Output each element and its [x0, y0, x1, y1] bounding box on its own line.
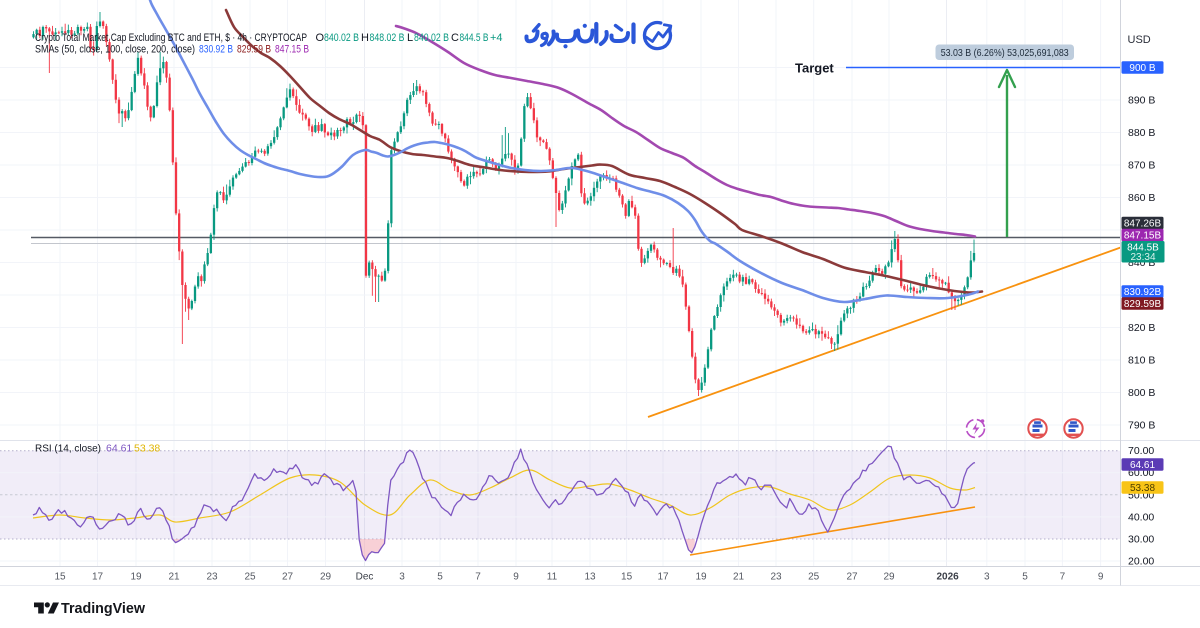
svg-text:53.38: 53.38	[1130, 483, 1155, 494]
svg-text:27: 27	[846, 572, 858, 583]
svg-text:830.92 B: 830.92 B	[199, 44, 233, 56]
svg-text:820 B: 820 B	[1128, 322, 1155, 334]
svg-text:40.00: 40.00	[1128, 511, 1154, 523]
svg-text:USD: USD	[1128, 34, 1151, 46]
svg-text:19: 19	[130, 572, 142, 583]
svg-text:844.5B: 844.5B	[1127, 243, 1159, 254]
svg-text:23: 23	[206, 572, 218, 583]
svg-text:880 B: 880 B	[1128, 127, 1155, 139]
svg-text:70.00: 70.00	[1128, 445, 1154, 457]
svg-text:860 B: 860 B	[1128, 192, 1155, 204]
svg-text:53.03 B (6.26%) 53,025,691,083: 53.03 B (6.26%) 53,025,691,083	[941, 47, 1069, 59]
svg-text:RSI (14, close): RSI (14, close)	[35, 443, 101, 455]
svg-text:53.38: 53.38	[134, 443, 160, 455]
svg-text:830.92B: 830.92B	[1124, 287, 1162, 298]
svg-text:SMAs (50, close, 100, close, 2: SMAs (50, close, 100, close, 200, close)	[35, 44, 195, 56]
svg-text:870 B: 870 B	[1128, 160, 1155, 172]
svg-text:17: 17	[657, 572, 669, 583]
svg-text:15: 15	[54, 572, 66, 583]
svg-text:25: 25	[808, 572, 820, 583]
svg-text:829.59 B: 829.59 B	[237, 44, 271, 56]
svg-text:19: 19	[695, 572, 707, 583]
svg-text:800 B: 800 B	[1128, 387, 1155, 399]
svg-text:23:34: 23:34	[1130, 252, 1155, 263]
svg-text:Target: Target	[795, 61, 834, 76]
svg-text:847.26B: 847.26B	[1124, 219, 1162, 230]
svg-text:9: 9	[1098, 572, 1104, 583]
svg-text:5: 5	[437, 572, 443, 583]
svg-text:21: 21	[168, 572, 180, 583]
svg-text:29: 29	[320, 572, 332, 583]
svg-text:25: 25	[244, 572, 256, 583]
svg-text:847.15B: 847.15B	[1124, 231, 1162, 242]
svg-text:23: 23	[770, 572, 782, 583]
svg-text:TradingView: TradingView	[61, 600, 145, 617]
svg-text:890 B: 890 B	[1128, 95, 1155, 107]
svg-text:27: 27	[282, 572, 294, 583]
svg-text:15: 15	[621, 572, 633, 583]
svg-text:829.59B: 829.59B	[1124, 299, 1162, 310]
svg-text:847.15 B: 847.15 B	[275, 44, 309, 56]
svg-text:Dec: Dec	[356, 572, 374, 583]
svg-text:13: 13	[584, 572, 596, 583]
svg-text:2026: 2026	[936, 572, 959, 583]
svg-text:64.61: 64.61	[1130, 460, 1155, 471]
svg-text:30.00: 30.00	[1128, 534, 1154, 546]
svg-text:11: 11	[547, 572, 558, 583]
svg-text:7: 7	[475, 572, 481, 583]
svg-text:3: 3	[984, 572, 990, 583]
svg-text:3: 3	[399, 572, 405, 583]
svg-text:20.00: 20.00	[1128, 556, 1154, 568]
svg-text:810 B: 810 B	[1128, 355, 1155, 367]
svg-text:9: 9	[513, 572, 519, 583]
svg-text:900 B: 900 B	[1129, 63, 1155, 74]
svg-text:7: 7	[1060, 572, 1066, 583]
svg-text:64.61: 64.61	[106, 443, 132, 455]
svg-text:29: 29	[883, 572, 895, 583]
svg-text:Crypto Total Market Cap Exclud: Crypto Total Market Cap Excluding BTC an…	[35, 32, 307, 44]
svg-text:17: 17	[92, 572, 104, 583]
svg-text:790 B: 790 B	[1128, 420, 1155, 432]
svg-text:5: 5	[1022, 572, 1028, 583]
svg-text:21: 21	[733, 572, 745, 583]
